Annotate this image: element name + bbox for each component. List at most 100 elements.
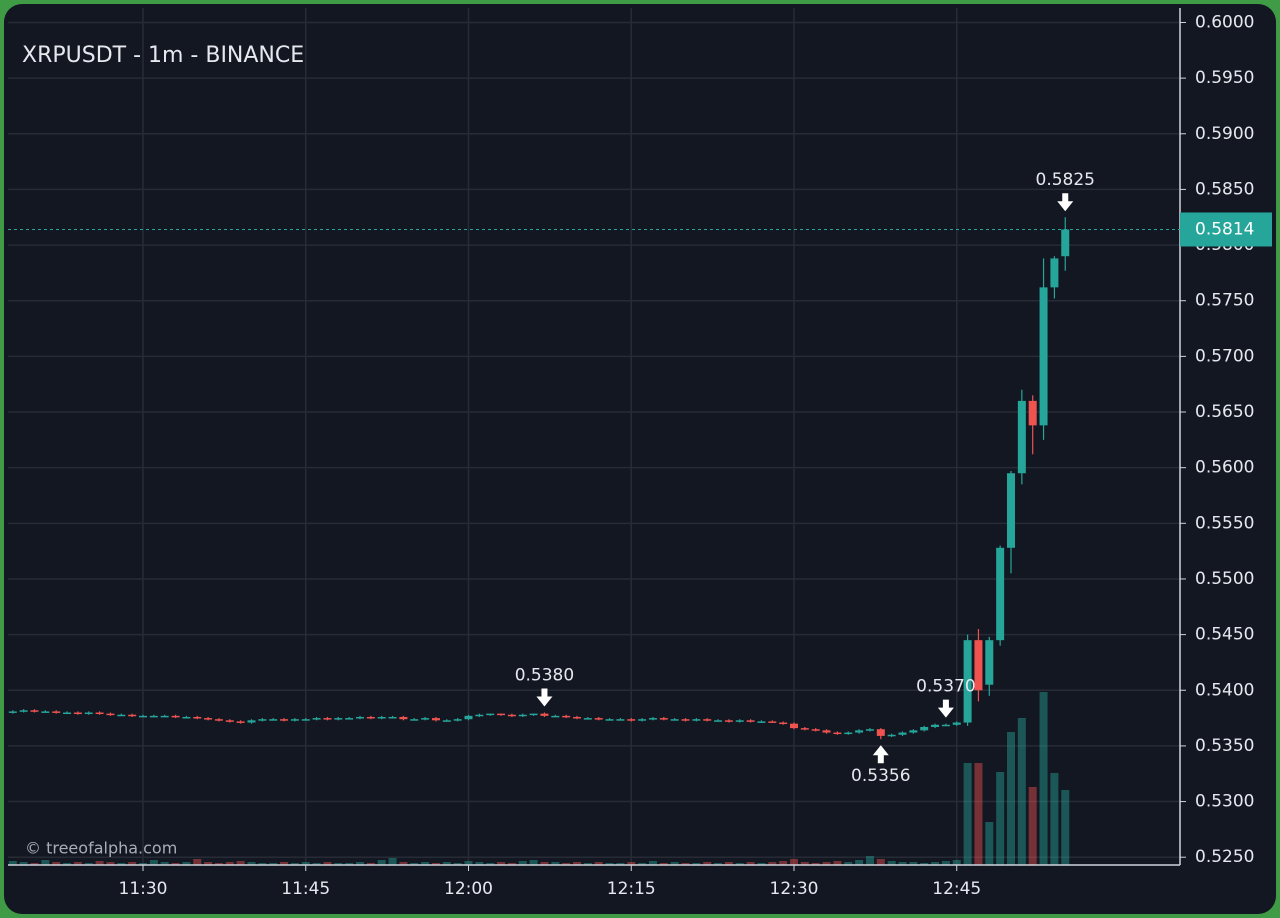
y-tick-label: 0.5250 bbox=[1195, 847, 1254, 867]
candle-body bbox=[724, 720, 733, 722]
candle-body bbox=[410, 719, 419, 721]
candle-body bbox=[497, 713, 506, 716]
candle-body bbox=[670, 719, 679, 721]
candle-body bbox=[334, 718, 343, 720]
candle-body bbox=[735, 720, 744, 722]
volume-bar bbox=[421, 862, 430, 865]
candle-body bbox=[573, 716, 581, 719]
candle-body bbox=[442, 720, 451, 722]
candle-body bbox=[312, 718, 321, 720]
y-tick-label: 0.5400 bbox=[1195, 680, 1254, 700]
candle-body bbox=[974, 640, 983, 691]
x-tick-label: 11:30 bbox=[119, 879, 168, 899]
volume-layer bbox=[8, 692, 1070, 865]
panel bbox=[4, 4, 1276, 914]
last-price-label: 0.5814 bbox=[1195, 219, 1254, 239]
volume-bar bbox=[659, 863, 668, 865]
volume-bar bbox=[887, 861, 896, 865]
candle-body bbox=[1017, 400, 1026, 474]
candle-body bbox=[594, 718, 603, 720]
candle-body bbox=[703, 719, 712, 721]
candle-body bbox=[638, 719, 647, 721]
candle-body bbox=[540, 713, 549, 716]
volume-bar bbox=[909, 862, 918, 865]
volume-bar bbox=[833, 861, 842, 865]
volume-bar bbox=[692, 863, 701, 865]
volume-bar bbox=[225, 862, 234, 865]
candle-body bbox=[746, 720, 755, 722]
volume-bar bbox=[573, 862, 581, 865]
volume-bar bbox=[73, 862, 82, 865]
candle-body bbox=[811, 729, 820, 731]
volume-bar bbox=[779, 861, 788, 865]
candle-body bbox=[865, 729, 874, 731]
candle-body bbox=[431, 718, 440, 721]
volume-bar bbox=[963, 763, 972, 865]
candle-body bbox=[1007, 473, 1015, 548]
volume-bar bbox=[529, 860, 538, 865]
candle-body bbox=[214, 719, 223, 721]
candle-body bbox=[941, 724, 950, 727]
volume-bar bbox=[790, 859, 798, 865]
candle-body bbox=[345, 718, 354, 720]
x-tick-label: 12:30 bbox=[770, 879, 819, 899]
candle-body bbox=[247, 720, 256, 723]
candle-body bbox=[1061, 229, 1070, 257]
candle-body bbox=[779, 722, 788, 725]
volume-bar bbox=[106, 862, 115, 865]
candle-body bbox=[627, 719, 636, 721]
volume-bar bbox=[171, 863, 180, 865]
y-tick-label: 0.5900 bbox=[1195, 124, 1254, 144]
volume-bar bbox=[269, 863, 278, 865]
candle-body bbox=[106, 713, 115, 716]
annotation-label: 0.5825 bbox=[1036, 170, 1095, 190]
candle-body bbox=[73, 712, 82, 715]
volume-bar bbox=[920, 863, 929, 865]
volume-bar bbox=[312, 863, 321, 865]
y-tick-label: 0.5350 bbox=[1195, 736, 1254, 756]
candle-body bbox=[258, 719, 267, 721]
candle-body bbox=[269, 719, 278, 721]
volume-bar bbox=[844, 862, 853, 865]
volume-bar bbox=[204, 862, 213, 865]
candle-body bbox=[486, 713, 495, 716]
volume-bar bbox=[724, 862, 733, 865]
candle-body bbox=[757, 721, 766, 723]
volume-bar bbox=[149, 860, 158, 865]
volume-bar bbox=[334, 863, 343, 865]
y-tick-label: 0.5700 bbox=[1195, 346, 1254, 366]
volume-bar bbox=[52, 862, 61, 865]
volume-bar bbox=[236, 861, 245, 865]
x-tick-label: 12:45 bbox=[932, 879, 981, 899]
candle-body bbox=[529, 713, 538, 716]
candle-body bbox=[225, 720, 234, 722]
volume-bar bbox=[453, 863, 462, 865]
volume-bar bbox=[518, 861, 527, 865]
volume-bar bbox=[931, 862, 940, 865]
volume-bar bbox=[1028, 787, 1037, 865]
candle-body bbox=[963, 640, 972, 723]
volume-bar bbox=[84, 863, 93, 865]
y-tick-label: 0.5450 bbox=[1195, 625, 1254, 645]
chart-title: XRPUSDT - 1m - BINANCE bbox=[22, 43, 304, 68]
volume-bar bbox=[1061, 790, 1070, 865]
volume-bar bbox=[19, 862, 28, 865]
candle-body bbox=[507, 714, 516, 717]
candle-body bbox=[1050, 258, 1059, 288]
volume-bar bbox=[247, 862, 256, 865]
candle-body bbox=[128, 714, 137, 717]
volume-bar bbox=[301, 862, 310, 865]
volume-bar bbox=[388, 858, 397, 865]
volume-bar bbox=[941, 861, 950, 865]
volume-bar bbox=[399, 862, 408, 865]
candle-body bbox=[8, 711, 17, 713]
y-tick-label: 0.5850 bbox=[1195, 179, 1254, 199]
y-tick-label: 0.6000 bbox=[1195, 12, 1254, 32]
volume-bar bbox=[876, 859, 885, 865]
candle-body bbox=[822, 730, 831, 733]
candle-body bbox=[377, 716, 386, 719]
volume-bar bbox=[117, 863, 126, 865]
